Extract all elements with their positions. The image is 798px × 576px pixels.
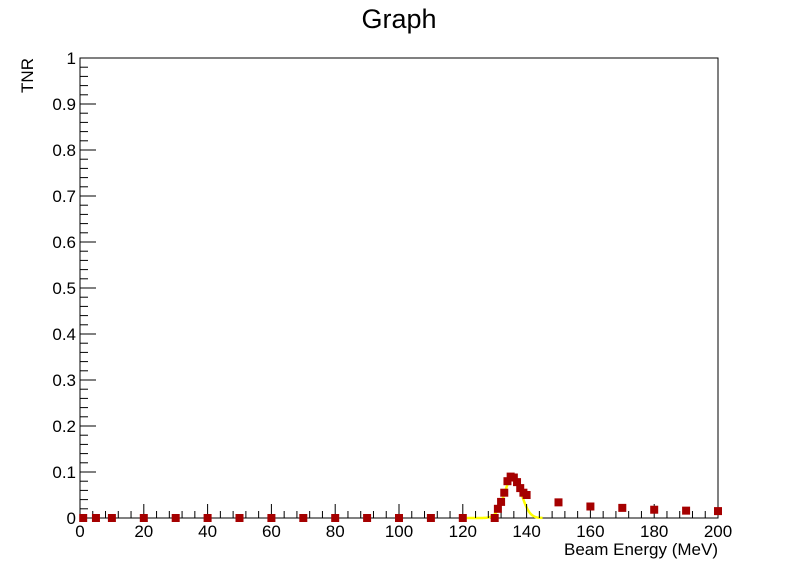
data-point	[458, 514, 467, 522]
y-tick-label: 0	[67, 509, 76, 528]
data-points	[79, 472, 722, 522]
data-point	[395, 514, 403, 522]
x-tick-label: 20	[134, 522, 153, 541]
data-point	[650, 505, 659, 514]
y-tick-label: 0.5	[52, 279, 76, 298]
data-point	[267, 514, 276, 522]
y-tick-label: 0.4	[52, 325, 76, 344]
data-point	[331, 514, 340, 522]
axis-ticks: 0 20 40 60 80 100 120 140 160 180 200 0 0.1 0.2 0.3 0.4…	[52, 49, 732, 541]
data-point	[493, 504, 502, 513]
data-point	[426, 514, 435, 522]
y-tick-label: 0.8	[52, 141, 76, 160]
data-point	[91, 514, 100, 522]
data-point	[500, 488, 509, 497]
data-point	[714, 507, 722, 516]
data-point	[497, 497, 506, 506]
chart-title: Graph	[361, 4, 436, 34]
data-point	[586, 502, 595, 511]
y-tick-label: 0.2	[52, 417, 76, 436]
x-tick-label: 200	[704, 522, 732, 541]
x-tick-label: 100	[385, 522, 413, 541]
x-tick-label: 40	[198, 522, 217, 541]
y-tick-label: 0.7	[52, 187, 76, 206]
data-point	[107, 514, 116, 522]
data-point	[79, 514, 88, 522]
x-tick-label: 60	[262, 522, 281, 541]
data-point	[203, 514, 212, 522]
data-point	[363, 514, 372, 522]
y-tick-label: 0.3	[52, 371, 76, 390]
data-point	[171, 514, 180, 522]
x-tick-label: 180	[640, 522, 668, 541]
data-point	[554, 498, 563, 507]
y-tick-label: 1	[67, 49, 76, 68]
x-tick-label: 80	[326, 522, 345, 541]
data-point	[522, 491, 531, 499]
data-point	[490, 514, 499, 522]
data-point	[509, 473, 518, 482]
data-point	[299, 514, 308, 522]
y-tick-label: 0.1	[52, 463, 76, 482]
data-point	[618, 503, 627, 512]
y-tick-label: 0.6	[52, 233, 76, 252]
x-tick-label: 120	[449, 522, 477, 541]
data-point	[516, 484, 525, 493]
data-point	[139, 514, 148, 522]
data-point	[503, 477, 512, 486]
x-axis-label: Beam Energy (MeV)	[564, 540, 718, 559]
data-point	[682, 506, 691, 515]
data-point	[235, 514, 244, 522]
x-tick-label: 160	[576, 522, 604, 541]
x-tick-label: 0	[75, 522, 84, 541]
data-point	[513, 478, 522, 487]
x-tick-label: 140	[512, 522, 540, 541]
y-tick-label: 0.9	[52, 95, 76, 114]
y-axis-label: TNR	[18, 58, 37, 93]
